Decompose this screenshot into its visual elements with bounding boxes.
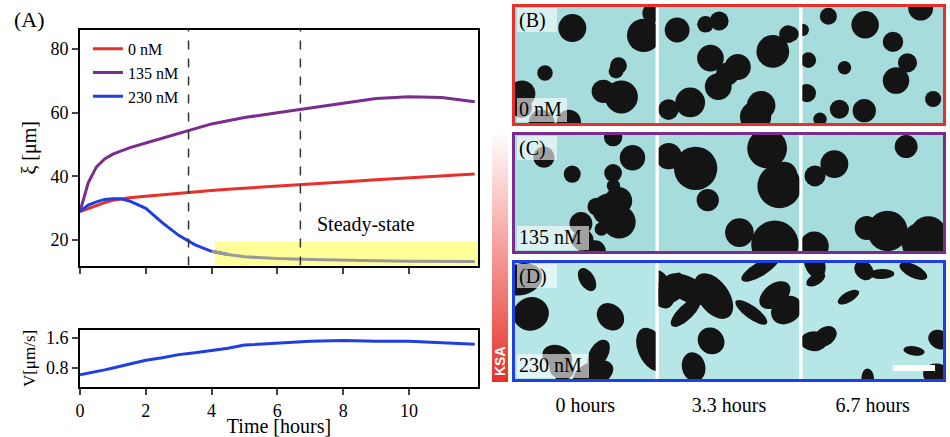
svg-text:230 nM: 230 nM: [128, 89, 178, 106]
svg-text:Time [hours]: Time [hours]: [227, 415, 331, 437]
svg-text:230 nM: 230 nM: [519, 354, 582, 376]
svg-text:80: 80: [50, 39, 68, 59]
svg-text:0 nM: 0 nM: [128, 41, 162, 58]
svg-text:(C): (C): [519, 137, 546, 160]
svg-text:2: 2: [141, 401, 150, 421]
svg-text:Steady-state: Steady-state: [317, 213, 415, 236]
svg-text:40: 40: [50, 167, 68, 187]
svg-text:(B): (B): [519, 9, 546, 32]
svg-text:60: 60: [50, 103, 68, 123]
svg-text:0 hours: 0 hours: [556, 394, 616, 416]
svg-text:135 nM: 135 nM: [519, 226, 582, 248]
svg-text:0: 0: [76, 401, 85, 421]
svg-text:20: 20: [50, 230, 68, 250]
svg-text:135 nM: 135 nM: [128, 65, 178, 82]
svg-text:KSA: KSA: [492, 346, 508, 376]
svg-text:3.3 hours: 3.3 hours: [692, 394, 767, 416]
svg-text:(A): (A): [14, 7, 45, 32]
svg-text:0.8: 0.8: [46, 358, 69, 378]
svg-text:(D): (D): [519, 265, 547, 288]
svg-text:4: 4: [207, 401, 216, 421]
svg-text:8: 8: [339, 401, 348, 421]
svg-text:V[μm/s]: V[μm/s]: [20, 330, 39, 387]
svg-text:0 nM: 0 nM: [519, 98, 562, 120]
svg-text:10: 10: [400, 401, 418, 421]
svg-text:1.6: 1.6: [46, 328, 69, 348]
svg-text:ξ [μm]: ξ [μm]: [18, 121, 41, 175]
svg-text:6: 6: [273, 401, 282, 421]
svg-text:6.7 hours: 6.7 hours: [835, 394, 910, 416]
